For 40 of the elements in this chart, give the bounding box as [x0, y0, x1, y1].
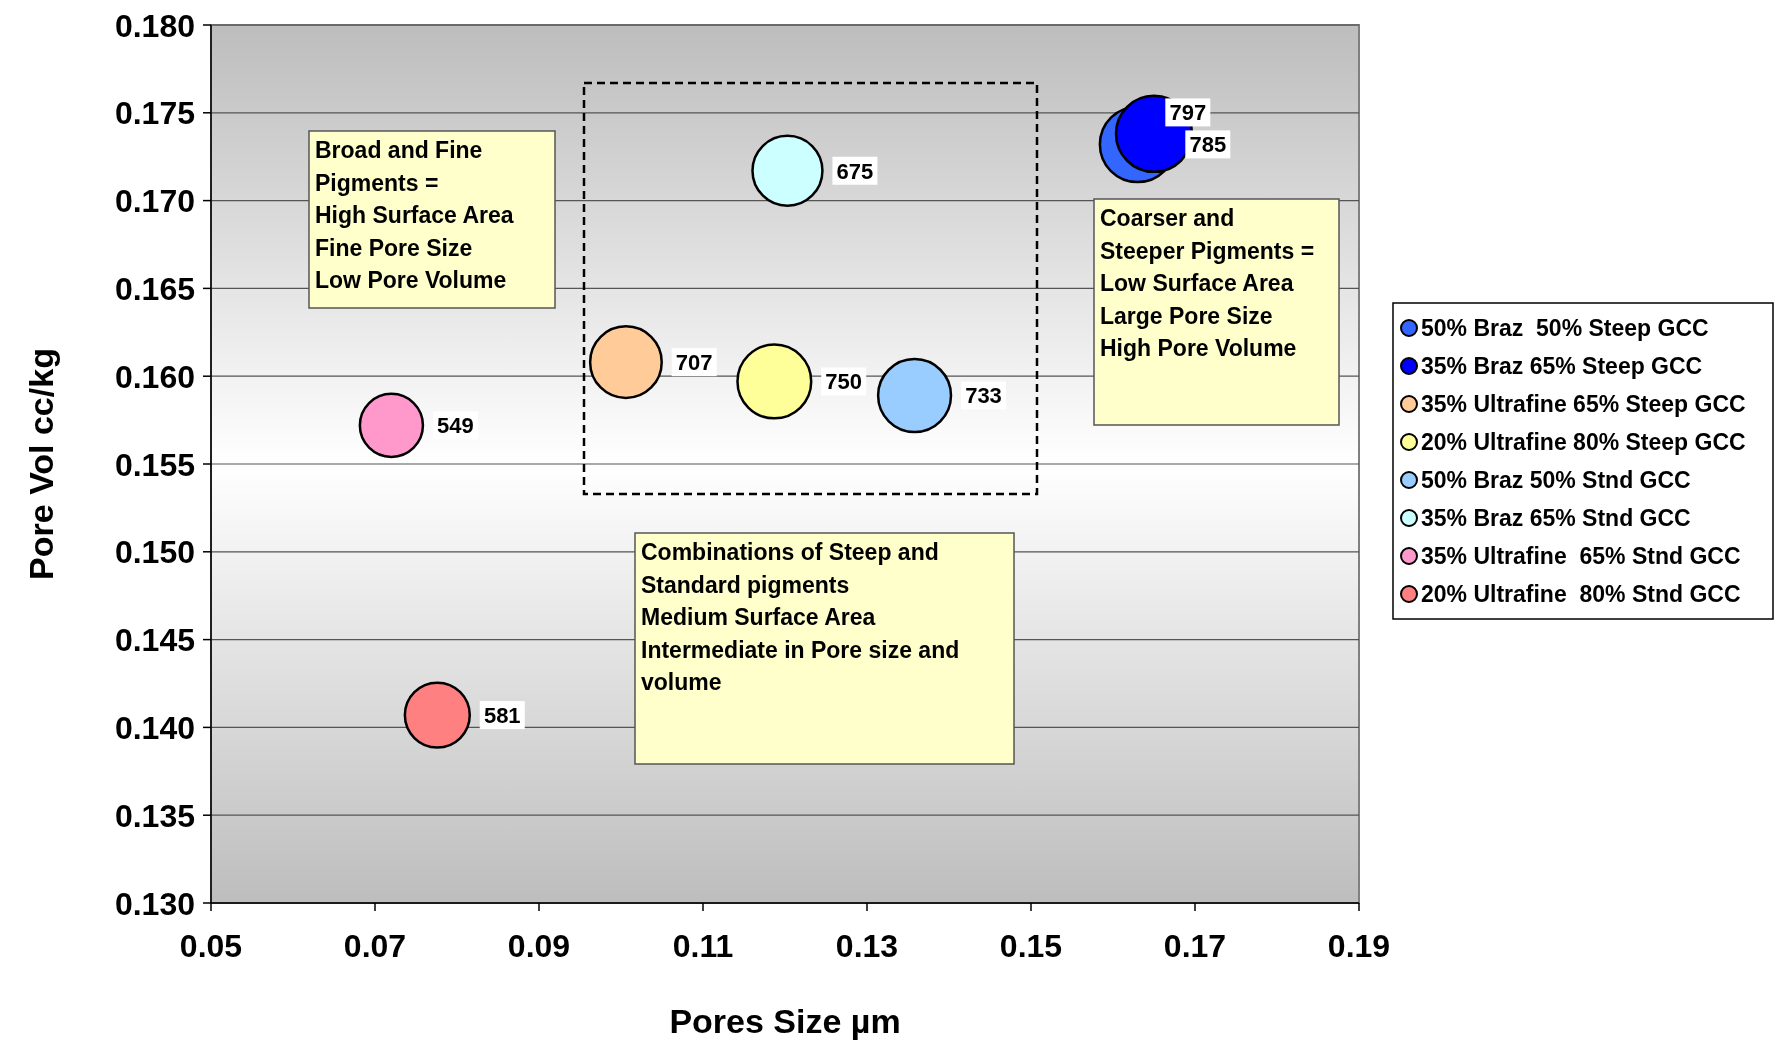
annotation: Broad and Fine Pigments = High Surface Area Fine Pore Size Low Pore Volume	[315, 137, 514, 293]
x-tick-label: 0.09	[507, 928, 571, 964]
legend-label: 35% Braz 65% Stnd GCC	[1421, 505, 1691, 532]
y-tick-label: 0.180	[114, 7, 195, 44]
x-tick-label: 0.13	[835, 928, 899, 964]
legend-label: 20% Ultrafine 80% Stnd GCC	[1421, 581, 1741, 608]
x-axis-title: Pores Size µm	[669, 1002, 901, 1040]
x-tick-label: 0.17	[1163, 928, 1227, 964]
legend-label: 20% Ultrafine 80% Steep GCC	[1421, 429, 1746, 456]
data-label: 750	[825, 369, 863, 395]
y-tick-label: 0.175	[114, 95, 195, 132]
data-label: 797	[1169, 100, 1207, 126]
y-tick-label: 0.150	[114, 534, 195, 571]
y-tick-label: 0.145	[114, 622, 195, 659]
legend-label: 35% Braz 65% Steep GCC	[1421, 353, 1703, 380]
data-label: 549	[437, 413, 474, 439]
x-tick-label: 0.15	[999, 928, 1063, 964]
data-label: 581	[483, 703, 521, 729]
y-tick-label: 0.160	[114, 358, 195, 395]
legend-label: 35% Ultrafine 65% Steep GCC	[1421, 391, 1746, 418]
y-tick-label: 0.170	[114, 183, 195, 220]
data-label: 675	[836, 158, 874, 184]
legend-label: 50% Braz 50% Steep GCC	[1421, 315, 1709, 342]
x-tick-label: 0.19	[1327, 928, 1391, 964]
y-tick-label: 0.135	[114, 797, 195, 834]
annotation: Combinations of Steep and Standard pigments Medium Surface Area Intermediate in Pore size and volume	[641, 539, 960, 695]
y-axis-title: Pore Vol cc/kg	[22, 348, 60, 580]
x-tick-label: 0.05	[179, 928, 243, 964]
data-label: 733	[965, 383, 1002, 409]
data-label: 707	[675, 350, 713, 376]
legend-label: 35% Ultrafine 65% Stnd GCC	[1421, 543, 1741, 570]
y-tick-label: 0.130	[114, 885, 195, 922]
x-tick-label: 0.07	[343, 928, 407, 964]
y-tick-label: 0.165	[114, 270, 195, 307]
y-tick-label: 0.155	[114, 446, 195, 483]
legend-label: 50% Braz 50% Stnd GCC	[1421, 467, 1691, 494]
annotation: Coarser and Steeper Pigments = Low Surface Area Large Pore Size High Pore Volume	[1100, 205, 1315, 361]
data-label: 785	[1189, 132, 1227, 158]
x-tick-label: 0.11	[672, 928, 734, 964]
y-tick-label: 0.140	[114, 709, 195, 746]
